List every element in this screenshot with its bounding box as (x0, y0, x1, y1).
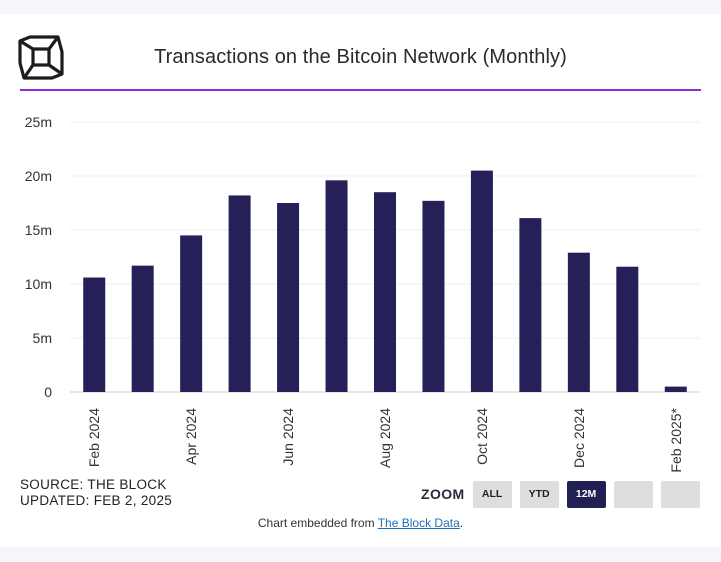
embed-footer: Chart embedded from The Block Data. (0, 516, 721, 530)
bar (567, 252, 590, 392)
bar (83, 277, 106, 392)
zoom-blank-button-1[interactable] (613, 480, 653, 508)
zoom-ytd-button[interactable]: YTD (519, 480, 559, 508)
y-tick-label: 25m (25, 114, 52, 130)
source-text: SOURCE: THE BLOCK (20, 477, 167, 492)
x-tick-label: Jun 2024 (280, 408, 296, 466)
bar (374, 192, 396, 392)
bar (616, 266, 639, 392)
the-block-data-link[interactable]: The Block Data (377, 516, 460, 530)
bar-chart: 0 5m 10m 15m 20m 25m Feb 2024 Apr 2024 Jun 2024 A… (25, 114, 700, 473)
the-block-cube-logo-icon (18, 35, 64, 80)
x-tick-label: Apr 2024 (183, 408, 199, 465)
x-tick-label: Feb 2025* (668, 407, 684, 472)
zoom-label: ZOOM (421, 486, 465, 502)
bar (131, 265, 154, 392)
chart-card: Transactions on the Bitcoin Network (Mon… (0, 14, 721, 547)
bar (228, 195, 251, 392)
bar (325, 180, 348, 392)
source-block: SOURCE: THE BLOCK UPDATED: FEB 2, 2025 (20, 477, 172, 509)
bar (470, 170, 493, 392)
chart-title: Transactions on the Bitcoin Network (Mon… (154, 46, 567, 68)
zoom-12m-button[interactable]: 12M (566, 480, 606, 508)
bar (664, 386, 687, 392)
bar (422, 200, 445, 392)
footer-prefix: Chart embedded from (257, 516, 378, 530)
bar (519, 218, 542, 392)
x-tick-label: Feb 2024 (86, 408, 102, 467)
zoom-all-button[interactable]: ALL (472, 480, 512, 508)
x-tick-label: Dec 2024 (571, 408, 587, 468)
updated-text: UPDATED: FEB 2, 2025 (20, 493, 173, 508)
y-tick-label: 5m (33, 330, 52, 346)
bar (180, 235, 203, 392)
zoom-controls: ZOOM ALL YTD 12M (421, 479, 708, 509)
y-tick-label: 15m (25, 222, 52, 238)
title-underline (20, 89, 701, 91)
x-tick-label: Oct 2024 (474, 408, 490, 465)
y-tick-label: 10m (25, 276, 52, 292)
x-tick-label: Aug 2024 (377, 408, 393, 468)
bar (277, 203, 300, 392)
y-tick-label: 20m (25, 168, 52, 184)
chart-header: Transactions on the Bitcoin Network (Mon… (0, 14, 721, 92)
zoom-blank-button-2[interactable] (660, 480, 700, 508)
y-tick-label: 0 (44, 384, 52, 400)
footer-suffix: . (459, 516, 464, 530)
